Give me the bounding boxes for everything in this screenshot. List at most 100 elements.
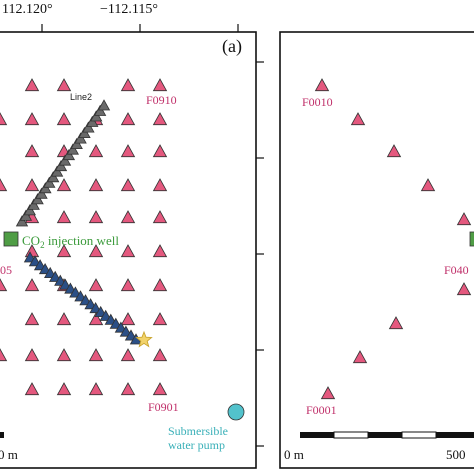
station-label-f0901: F0901 [148,400,179,414]
co2-injection-well-label: CO2 injection well [22,233,119,250]
station-marker [120,178,136,192]
station-marker [0,112,8,126]
line2-station-marker [97,99,111,111]
station-marker [388,316,404,330]
station-marker [56,348,72,362]
station-marker [352,350,368,364]
line2-label: Line2 [70,92,92,102]
station-marker [120,78,136,92]
line2-station-marker [54,159,68,172]
station-marker [24,348,40,362]
line2-station-marker [47,171,60,183]
station-marker [88,382,104,396]
station-marker [314,78,330,92]
station-marker [386,144,402,158]
station-label-f0010: F0010 [302,95,333,109]
right-panel-frame [279,31,474,469]
line2-stations [15,99,111,227]
station-marker [120,144,136,158]
station-marker [56,178,72,192]
line2-station-marker [93,104,107,116]
line2-station-marker [31,193,44,205]
station-marker [152,178,168,192]
line2-station-marker [15,215,29,227]
station-marker [88,178,104,192]
station-marker [56,112,72,126]
line2-station-marker [19,209,33,221]
station-marker [152,278,168,292]
submersible-water-pump-marker [227,403,245,421]
station-marker [88,210,104,224]
station-marker [420,178,436,192]
station-marker [24,78,40,92]
line2-station-marker [43,176,56,188]
top-tick-label-right: −112.115° [100,2,158,17]
station-marker [350,112,366,126]
top-tick-label-left: 112.120° [2,2,53,17]
station-marker [56,382,72,396]
station-marker [24,278,40,292]
station-label-f040: F040 [444,263,469,277]
station-marker [120,348,136,362]
line2-station-marker [62,148,76,161]
line2-station-marker [82,121,95,133]
line2-station-marker [90,110,103,122]
line2-station-marker [39,182,52,194]
station-marker [120,244,136,258]
station-marker [152,112,168,126]
well-label-suffix: injection well [45,233,120,248]
station-marker [152,144,168,158]
line2-station-marker [70,137,83,150]
pump-label-line2: water pump [168,438,225,452]
station-marker [56,244,72,258]
station-marker [152,78,168,92]
station-marker [24,144,40,158]
station-marker [0,178,8,192]
line2-station-marker [35,187,48,199]
station-marker [24,382,40,396]
station-marker [456,212,472,226]
star-icon [135,330,153,348]
station-marker [120,382,136,396]
station-marker [24,312,40,326]
station-marker [456,282,472,296]
station-marker [120,210,136,224]
station-marker [152,210,168,224]
station-marker [320,386,336,400]
right-scale-label-end: 500 [446,447,466,462]
line2-station-marker [23,204,36,216]
line2-station-marker [50,165,64,177]
line2-station-marker [74,132,87,144]
station-marker [88,278,104,292]
well-label-sub: 2 [40,240,45,250]
line1-stations [23,251,143,345]
line2-station-marker [58,154,72,166]
left-scale-label: 0 m [0,447,18,462]
station-marker [56,210,72,224]
station-marker [0,348,8,362]
station-marker [152,348,168,362]
right-scale-bar [300,431,474,439]
line2-station-marker [78,126,91,139]
left-scale-bar [0,432,4,438]
co2-injection-well-marker [3,231,19,247]
station-marker [88,312,104,326]
station-label-05: 05 [0,263,12,277]
station-marker [120,312,136,326]
line2-station-marker [86,115,99,127]
panel-tag-a: (a) [222,36,242,57]
line2-station-marker [66,143,79,155]
right-panel: F0010 F040 F0001 0 m 500 [279,31,474,469]
station-marker [56,78,72,92]
station-marker [24,178,40,192]
left-panel-frame [0,31,257,469]
station-marker [88,144,104,158]
station-label-f0001: F0001 [306,403,337,417]
well-marker-partial [469,231,474,247]
station-marker [24,112,40,126]
station-marker [152,312,168,326]
station-marker [88,244,104,258]
well-label-prefix: CO [22,233,40,248]
line2-station-marker [27,198,40,210]
